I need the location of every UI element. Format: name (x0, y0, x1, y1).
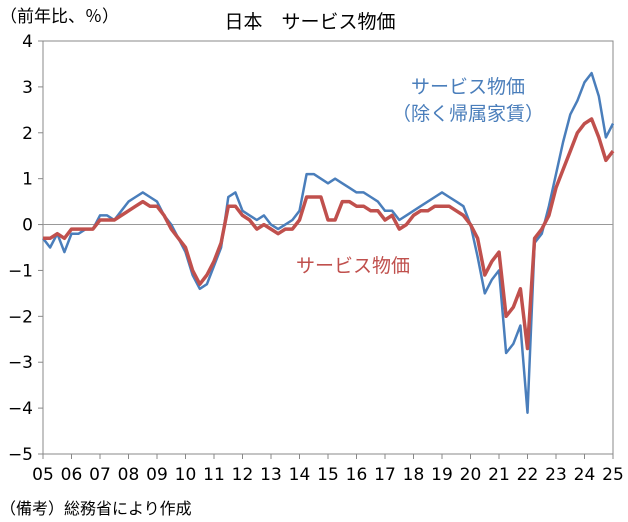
y-tick-label: −1 (8, 261, 33, 281)
x-tick-label: 16 (346, 465, 368, 485)
chart-title: 日本 サービス物価 (224, 11, 395, 33)
x-tick-label: 18 (403, 465, 425, 485)
y-tick-group: 4 3 2 1 0 −1 −2 −3 −4 −5 (8, 32, 43, 465)
series-label-excl-imputed-rent: サービス物価（除く帰属家賃） (392, 76, 544, 125)
y-tick-label: −3 (8, 353, 33, 373)
series-line-excl-imputed-rent (42, 71, 615, 414)
y-tick-label: −4 (8, 399, 33, 419)
y-tick-label: 4 (22, 32, 33, 52)
series-label-services: サービス物価 (296, 255, 410, 277)
series-line-services (43, 117, 615, 351)
x-tick-label: 11 (203, 465, 225, 485)
x-tick-label: 19 (431, 465, 453, 485)
y-tick-label: 0 (22, 216, 33, 236)
x-tick-label: 08 (118, 465, 140, 485)
x-tick-label: 15 (317, 465, 339, 485)
x-tick-label: 05 (32, 465, 54, 485)
y-tick-label: 1 (22, 170, 33, 190)
x-tick-label: 10 (175, 465, 197, 485)
x-tick-label: 06 (61, 465, 83, 485)
x-tick-label: 09 (146, 465, 168, 485)
x-tick-label: 21 (488, 465, 510, 485)
x-tick-label: 13 (260, 465, 282, 485)
y-tick-label: 2 (22, 124, 33, 144)
x-tick-label: 24 (574, 465, 596, 485)
source-note: （備考）総務省により作成 (0, 499, 192, 518)
y-axis-label: （前年比、％） (0, 7, 119, 27)
y-tick-label: −5 (8, 445, 33, 465)
x-tick-label: 12 (232, 465, 254, 485)
x-tick-group: 05 06 07 08 09 10 11 12 13 14 15 16 17 18 19 20 21 22 23 24… (32, 454, 624, 485)
x-tick-label: 17 (374, 465, 396, 485)
series-group (42, 71, 615, 414)
x-tick-label: 14 (289, 465, 311, 485)
series-label-group: サービス物価（除く帰属家賃） サービス物価 (296, 76, 544, 277)
x-tick-label: 25 (602, 465, 624, 485)
y-tick-label: 3 (22, 78, 33, 98)
x-tick-label: 20 (460, 465, 482, 485)
x-tick-label: 07 (89, 465, 111, 485)
x-tick-label: 22 (517, 465, 539, 485)
x-tick-label: 23 (545, 465, 567, 485)
y-tick-label: −2 (8, 307, 33, 327)
